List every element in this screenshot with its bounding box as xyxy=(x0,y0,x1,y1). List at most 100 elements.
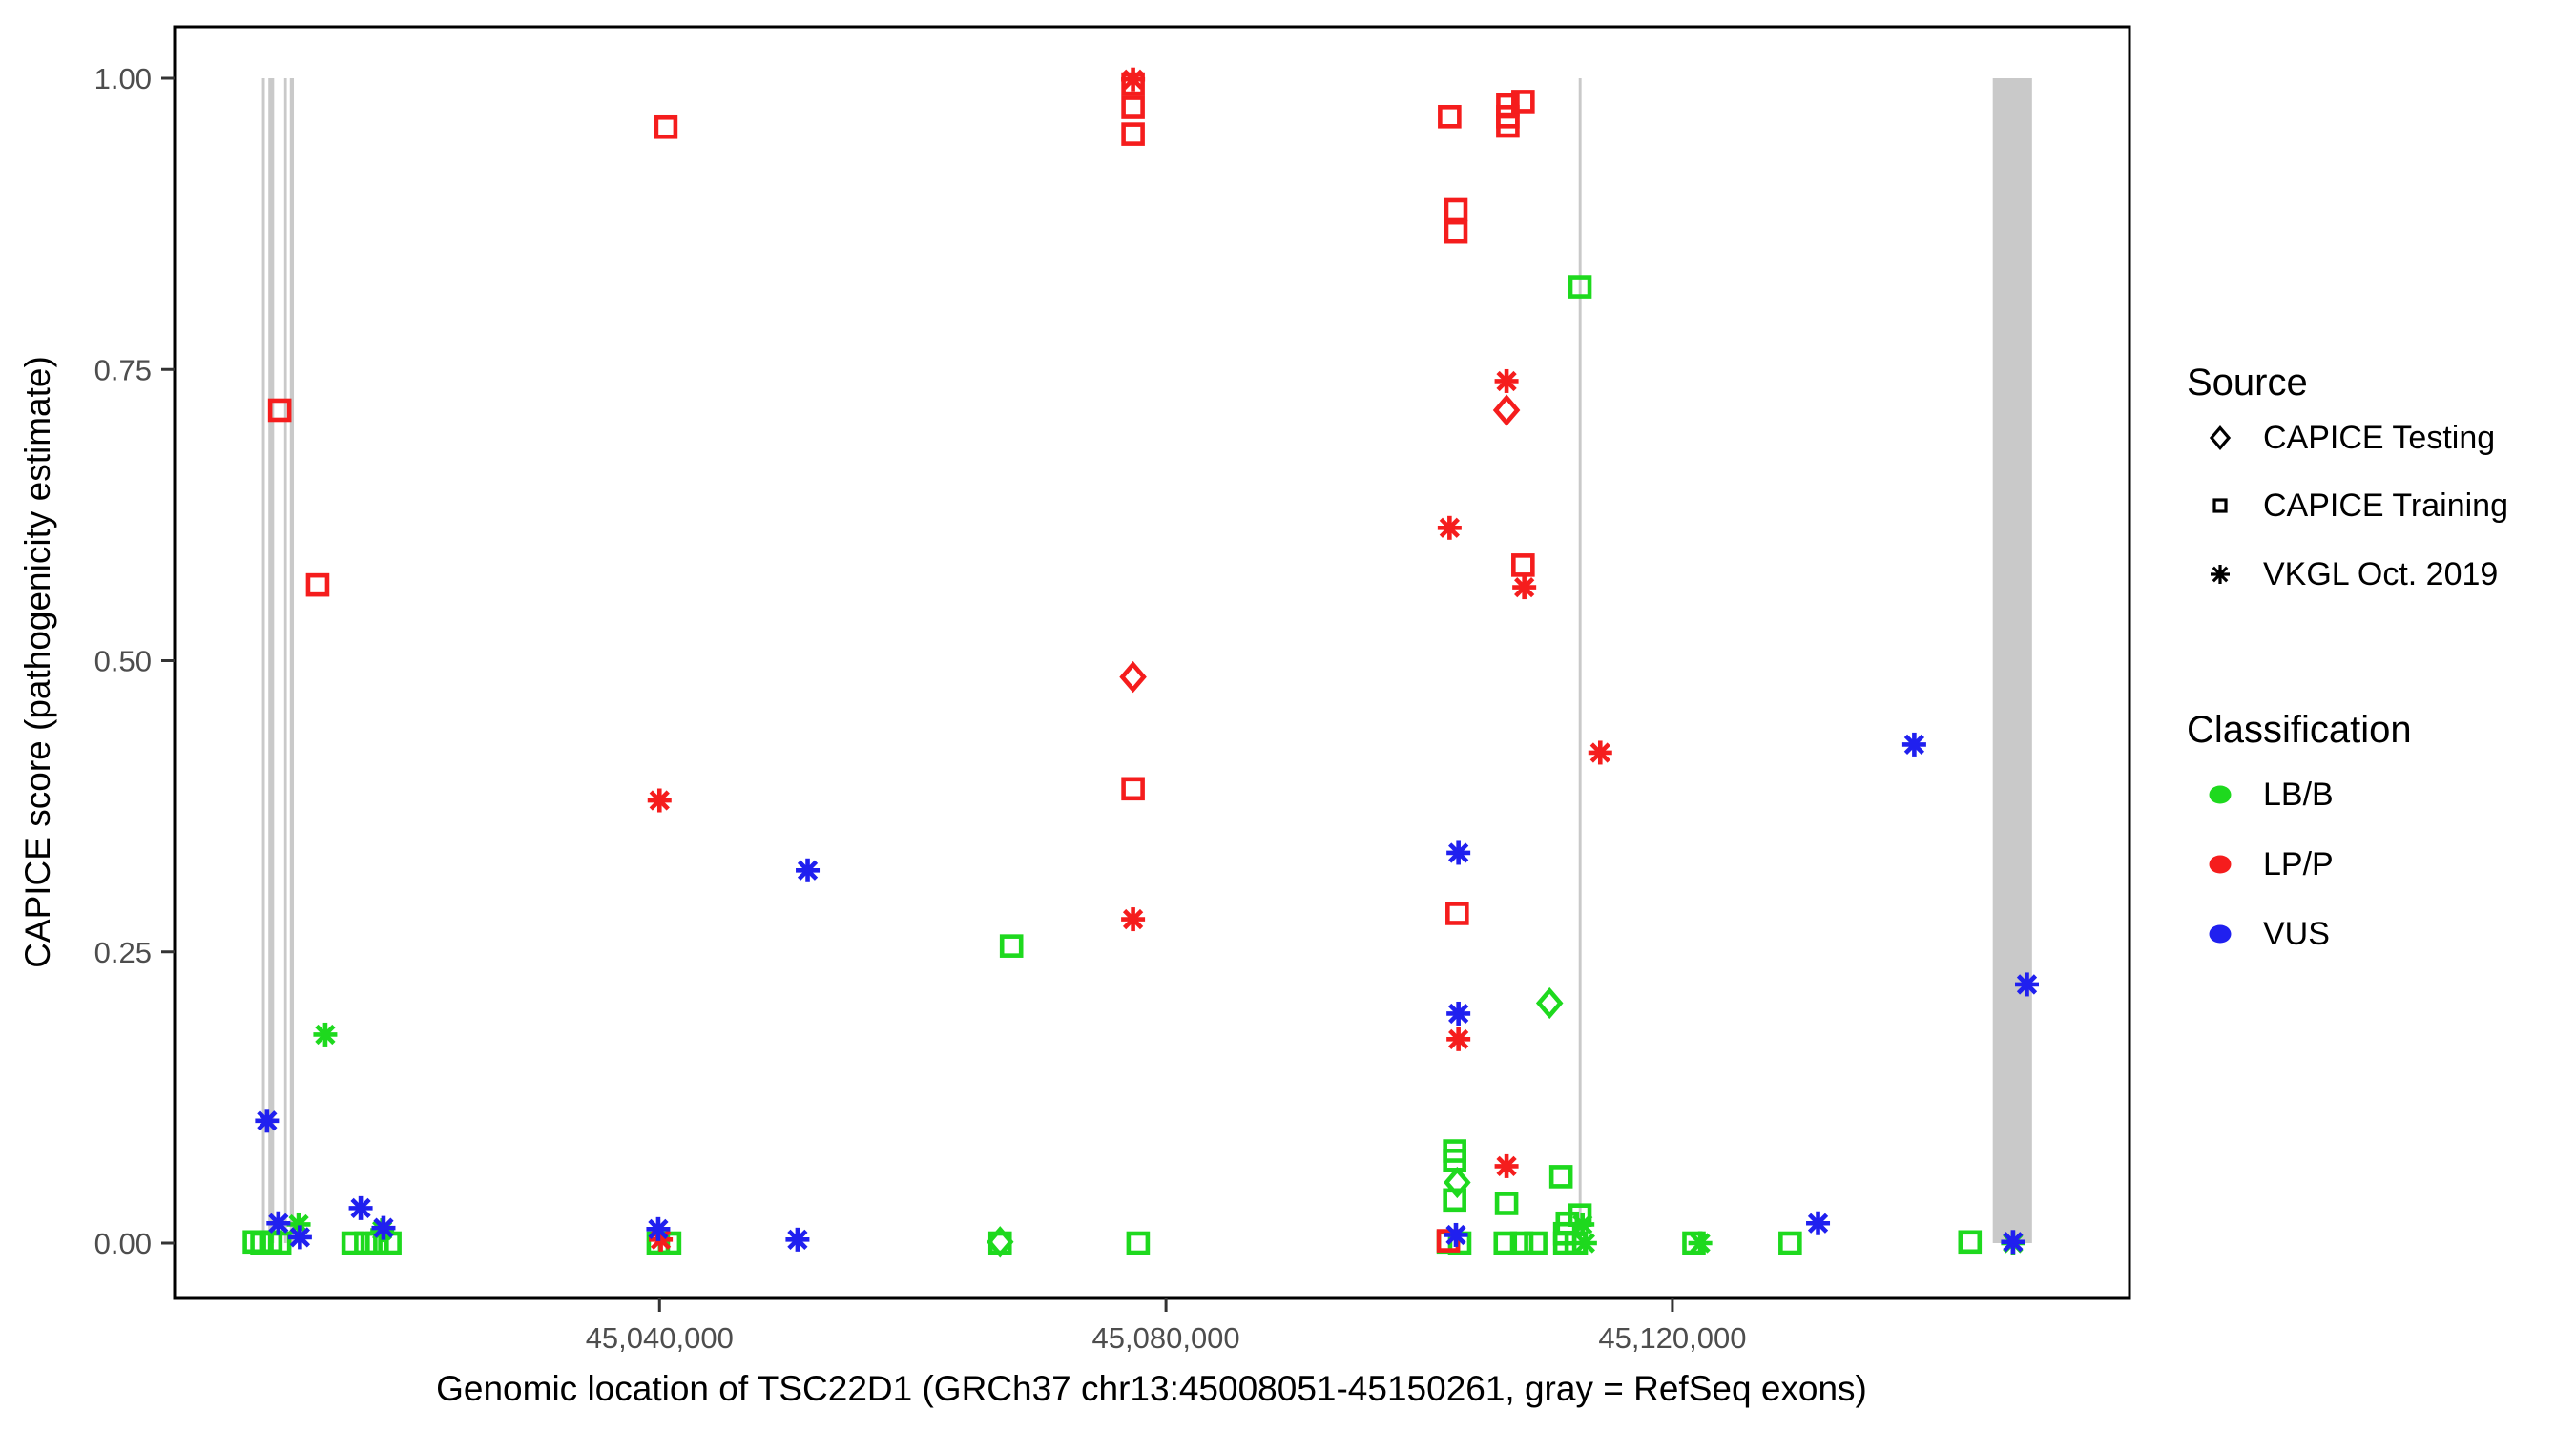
asterisk-marker xyxy=(2015,972,2040,997)
refseq-exon-bar xyxy=(261,78,265,1243)
series-lp-p-capice-testing xyxy=(1119,394,1521,694)
square-marker xyxy=(1778,1231,1802,1255)
legend-classification-items: LB/B LP/P VUS xyxy=(2209,777,2334,952)
data-point xyxy=(2015,972,2040,997)
legend-item-label: CAPICE Testing xyxy=(2263,420,2495,456)
data-point xyxy=(1444,197,1468,222)
asterisk-marker xyxy=(2001,1230,2025,1255)
data-point xyxy=(1493,1231,1518,1255)
legend-item-lp-p: LP/P xyxy=(2209,846,2334,882)
asterisk-marker xyxy=(1446,1027,1471,1051)
data-point xyxy=(267,398,292,423)
series-vus-vkgl-oct-2019 xyxy=(255,732,2040,1255)
data-point xyxy=(1121,67,1146,92)
y-tick-label: 0.25 xyxy=(94,936,152,969)
data-point xyxy=(2001,1230,2025,1255)
square-marker xyxy=(1444,197,1468,222)
legend-item-square: CAPICE Training xyxy=(2212,487,2508,524)
data-point xyxy=(1509,1231,1534,1255)
asterisk-marker xyxy=(2211,565,2230,584)
diamond-marker xyxy=(1492,394,1521,426)
data-point xyxy=(371,1215,396,1240)
data-point xyxy=(305,572,330,597)
square-marker xyxy=(1509,1231,1534,1255)
legend-item-vus: VUS xyxy=(2209,916,2330,952)
data-point xyxy=(255,1109,280,1133)
refseq-exon-bar xyxy=(1992,78,2032,1243)
square-marker xyxy=(1958,1230,1983,1255)
data-point xyxy=(1126,1231,1151,1255)
legend-color-dot-icon xyxy=(2209,785,2232,804)
square-marker xyxy=(1494,1192,1519,1215)
series-lb-b-capice-testing xyxy=(986,986,1564,1258)
square-marker xyxy=(1511,90,1535,114)
data-point xyxy=(1119,660,1147,694)
series-lp-p-vkgl-oct-2019 xyxy=(647,67,1612,1252)
legend-item-label: CAPICE Training xyxy=(2263,487,2508,524)
legend-source-items: CAPICE Testing CAPICE Training VKGL Oct. 2… xyxy=(2209,420,2508,592)
refseq-exon-layer xyxy=(261,78,2032,1243)
asterisk-marker xyxy=(371,1215,396,1240)
data-point xyxy=(1446,1027,1471,1051)
data-point xyxy=(647,788,672,813)
asterisk-marker xyxy=(1901,732,1926,757)
x-axis-title: Genomic location of TSC22D1 (GRCh37 chr1… xyxy=(436,1369,1867,1408)
y-axis-title: CAPICE score (pathogenicity estimate) xyxy=(18,356,57,968)
data-point xyxy=(1496,114,1520,138)
data-point xyxy=(1570,1212,1595,1236)
asterisk-marker xyxy=(1494,1153,1519,1178)
asterisk-marker xyxy=(313,1022,338,1047)
data-point xyxy=(1588,740,1612,765)
data-point xyxy=(341,1231,365,1255)
square-marker xyxy=(1568,275,1592,299)
asterisk-marker xyxy=(1494,368,1519,393)
data-point xyxy=(1492,394,1521,426)
data-point xyxy=(999,934,1024,958)
legend-source-title: Source xyxy=(2187,362,2308,404)
asterisk-marker xyxy=(1444,1222,1468,1247)
data-point xyxy=(287,1225,312,1250)
square-marker xyxy=(1126,1231,1151,1255)
series-lp-p-capice-training xyxy=(267,72,1535,1253)
data-point xyxy=(646,1216,671,1241)
data-point xyxy=(1901,732,1926,757)
diamond-marker xyxy=(1444,1166,1471,1199)
asterisk-marker xyxy=(1806,1211,1831,1235)
data-point-layer xyxy=(242,67,2040,1258)
diamond-marker xyxy=(986,1226,1014,1258)
data-point xyxy=(1437,515,1462,540)
legend-item-label: LB/B xyxy=(2263,777,2334,813)
square-marker xyxy=(1493,1231,1518,1255)
x-tick-label: 45,040,000 xyxy=(586,1321,734,1355)
asterisk-marker xyxy=(348,1195,373,1220)
data-point xyxy=(1958,1230,1983,1255)
refseq-exon-bar xyxy=(268,78,275,1243)
square-marker xyxy=(305,572,330,597)
asterisk-marker xyxy=(646,1216,671,1241)
data-point xyxy=(654,114,678,139)
data-point xyxy=(1511,553,1535,577)
data-point xyxy=(1494,1192,1519,1215)
y-tick-label: 0.50 xyxy=(94,645,152,678)
data-point xyxy=(1444,1166,1471,1199)
data-point xyxy=(1438,104,1462,129)
legend-color-dot-icon xyxy=(2209,855,2232,874)
asterisk-marker xyxy=(1446,840,1471,865)
axis-tick-layer: 1.00 0.75 0.50 0.25 0.00 45,040,000 45,080,000… xyxy=(94,62,1747,1355)
data-point xyxy=(1524,1231,1548,1255)
plot-panel xyxy=(173,25,2131,1300)
data-point xyxy=(348,1195,373,1220)
square-marker xyxy=(1121,777,1145,801)
data-point xyxy=(1121,95,1145,119)
square-marker xyxy=(1121,122,1145,146)
diamond-marker xyxy=(1535,986,1564,1020)
asterisk-marker xyxy=(266,1211,291,1235)
x-tick-label: 45,120,000 xyxy=(1598,1321,1746,1355)
square-marker xyxy=(1444,219,1468,244)
data-point xyxy=(313,1022,338,1047)
data-point xyxy=(1494,368,1519,393)
legend-classification-title: Classification xyxy=(2187,709,2412,751)
square-marker xyxy=(1524,1231,1548,1255)
asterisk-marker xyxy=(1121,907,1146,932)
